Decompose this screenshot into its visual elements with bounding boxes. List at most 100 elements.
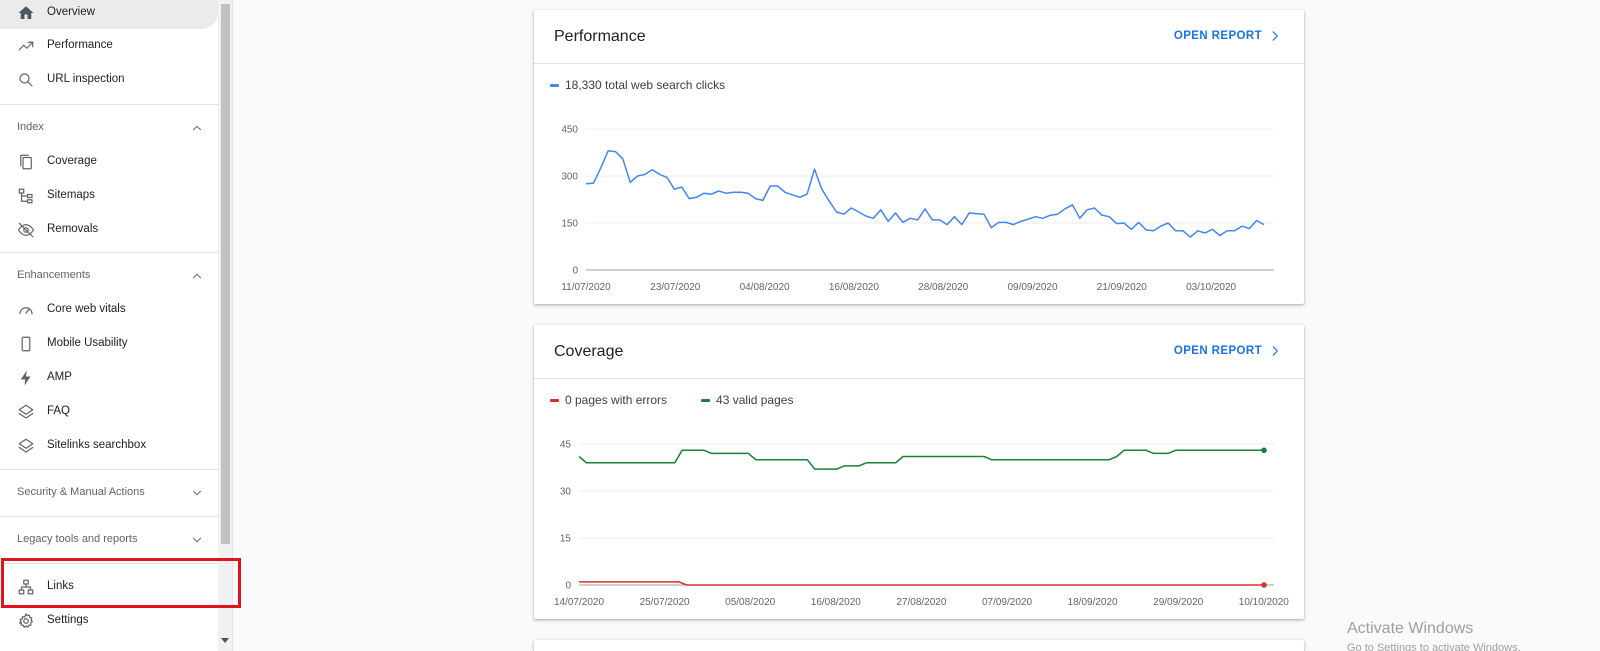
sidebar-item-label: Performance xyxy=(47,39,113,51)
sidebar-item-label: Sitelinks searchbox xyxy=(47,439,147,451)
scrollbar-thumb[interactable] xyxy=(221,4,230,544)
open-report-button[interactable]: OPEN REPORT xyxy=(1174,344,1282,358)
sidebar-item-label: Removals xyxy=(47,223,99,235)
sidebar-item-settings[interactable]: Settings xyxy=(0,605,218,637)
sidebar-item-label: Coverage xyxy=(47,155,97,167)
legend-item-errors[interactable]: 0 pages with errors xyxy=(550,393,667,407)
layers-icon xyxy=(16,402,36,422)
scroll-down-arrow-icon[interactable] xyxy=(221,638,229,643)
x-tick-label: 09/09/2020 xyxy=(1007,282,1057,293)
sidebar-item-label: FAQ xyxy=(47,405,71,417)
legend-swatch xyxy=(550,83,559,87)
y-tick-label: 0 xyxy=(572,266,578,277)
chart-legend: 0 pages with errors 43 valid pages xyxy=(550,393,827,407)
sidebar-item-label: AMP xyxy=(47,371,72,383)
sidebar-item-coverage[interactable]: Coverage xyxy=(0,146,218,178)
sidebar-item-mobile-usability[interactable]: Mobile Usability xyxy=(0,328,218,360)
y-tick-label: 45 xyxy=(560,440,572,451)
x-tick-label: 25/07/2020 xyxy=(640,597,690,608)
open-report-label: OPEN REPORT xyxy=(1173,345,1262,357)
trending-up-icon xyxy=(16,36,36,56)
sidebar-item-label: Sitemaps xyxy=(47,189,95,201)
sidebar-item-sitelinks-searchbox[interactable]: Sitelinks searchbox xyxy=(0,430,218,462)
series-line xyxy=(585,150,1265,238)
sidebar-item-performance[interactable]: Performance xyxy=(0,30,218,62)
x-tick-label: 28/08/2020 xyxy=(918,282,968,293)
sidebar-item-core-web-vitals[interactable]: Core web vitals xyxy=(0,294,218,326)
y-tick-label: 15 xyxy=(560,534,572,545)
y-tick-label: 450 xyxy=(561,125,578,136)
chevron-right-icon xyxy=(1272,346,1278,356)
sitemap-icon xyxy=(16,186,36,206)
chart-legend: 18,330 total web search clicks xyxy=(550,78,759,92)
y-tick-label: 0 xyxy=(565,581,571,592)
performance-chart: 0 150 300 450 11/07/2020 23/07/2020 04/08/2020… xyxy=(561,125,1274,293)
chevron-down-icon xyxy=(190,486,204,500)
x-tick-label: 04/08/2020 xyxy=(740,282,790,293)
sidebar-item-label: Settings xyxy=(47,614,89,626)
sidebar-item-url-inspection[interactable]: URL inspection xyxy=(0,64,218,96)
section-header-security[interactable]: Security & Manual Actions xyxy=(0,477,218,509)
card-separator xyxy=(534,378,1304,379)
y-tick-label: 150 xyxy=(561,219,578,230)
x-tick-label: 23/07/2020 xyxy=(650,282,700,293)
chevron-up-icon xyxy=(190,269,204,283)
y-tick-label: 300 xyxy=(561,172,578,183)
legend-item[interactable]: 18,330 total web search clicks xyxy=(550,78,725,92)
sidebar-item-label: Links xyxy=(47,580,74,592)
file-copy-icon xyxy=(16,152,36,172)
open-report-label: OPEN REPORT xyxy=(1173,30,1262,42)
smartphone-icon xyxy=(16,334,36,354)
activate-windows-title: Activate Windows xyxy=(1347,620,1474,637)
sidebar-item-label: URL inspection xyxy=(47,73,125,85)
sidebar-item-overview[interactable]: Overview xyxy=(0,0,218,29)
sidebar-divider xyxy=(0,516,218,517)
bolt-icon xyxy=(16,368,36,388)
gear-icon xyxy=(16,611,36,631)
open-report-button[interactable]: OPEN REPORT xyxy=(1174,29,1282,43)
sidebar: Overview Performance URL inspection Inde… xyxy=(0,0,218,651)
links-network-icon xyxy=(16,577,36,597)
sidebar-item-removals[interactable]: Removals xyxy=(0,214,218,246)
next-card xyxy=(534,640,1304,651)
coverage-card: Coverage OPEN REPORT 0 pages with errors… xyxy=(534,325,1304,619)
sidebar-item-faq[interactable]: FAQ xyxy=(0,396,218,428)
home-icon xyxy=(16,3,36,23)
sidebar-divider xyxy=(0,104,218,105)
x-tick-label: 07/09/2020 xyxy=(982,597,1032,608)
section-label: Security & Manual Actions xyxy=(17,486,145,498)
sidebar-divider xyxy=(0,469,218,470)
chevron-up-icon xyxy=(190,121,204,135)
sidebar-item-sitemaps[interactable]: Sitemaps xyxy=(0,180,218,212)
search-icon xyxy=(16,70,36,90)
x-tick-label: 16/08/2020 xyxy=(811,597,861,608)
x-tick-label: 05/08/2020 xyxy=(725,597,775,608)
section-label: Enhancements xyxy=(17,269,91,281)
chevron-right-icon xyxy=(1272,31,1278,41)
x-tick-label: 14/07/2020 xyxy=(554,597,604,608)
legend-item-valid[interactable]: 43 valid pages xyxy=(701,393,793,407)
layers-icon xyxy=(16,436,36,456)
section-header-index[interactable]: Index xyxy=(0,112,218,144)
x-tick-label: 16/08/2020 xyxy=(829,282,879,293)
legend-swatch xyxy=(701,398,711,402)
sidebar-item-amp[interactable]: AMP xyxy=(0,362,218,394)
legend-label: 18,330 total web search clicks xyxy=(565,78,726,92)
x-tick-label: 03/10/2020 xyxy=(1186,282,1236,293)
sidebar-item-links[interactable]: Links xyxy=(0,571,218,603)
gauge-icon xyxy=(16,300,36,320)
y-tick-label: 30 xyxy=(560,487,572,498)
series-end-point xyxy=(1261,582,1267,588)
sidebar-item-label: Core web vitals xyxy=(47,303,126,315)
section-label: Legacy tools and reports xyxy=(17,533,138,545)
legend-label: 0 pages with errors xyxy=(565,393,668,407)
eye-off-icon xyxy=(16,220,36,240)
coverage-chart: 0 15 30 45 14/07/2020 25/07/2020 05/08/2020 16/… xyxy=(554,440,1289,609)
chevron-down-icon xyxy=(190,533,204,547)
section-header-enhancements[interactable]: Enhancements xyxy=(0,260,218,292)
activate-windows-subtitle: Go to Settings to activate Windows. xyxy=(1347,642,1521,651)
series-end-point xyxy=(1261,447,1267,454)
sidebar-scrollbar[interactable] xyxy=(218,0,233,651)
section-header-legacy[interactable]: Legacy tools and reports xyxy=(0,524,218,556)
